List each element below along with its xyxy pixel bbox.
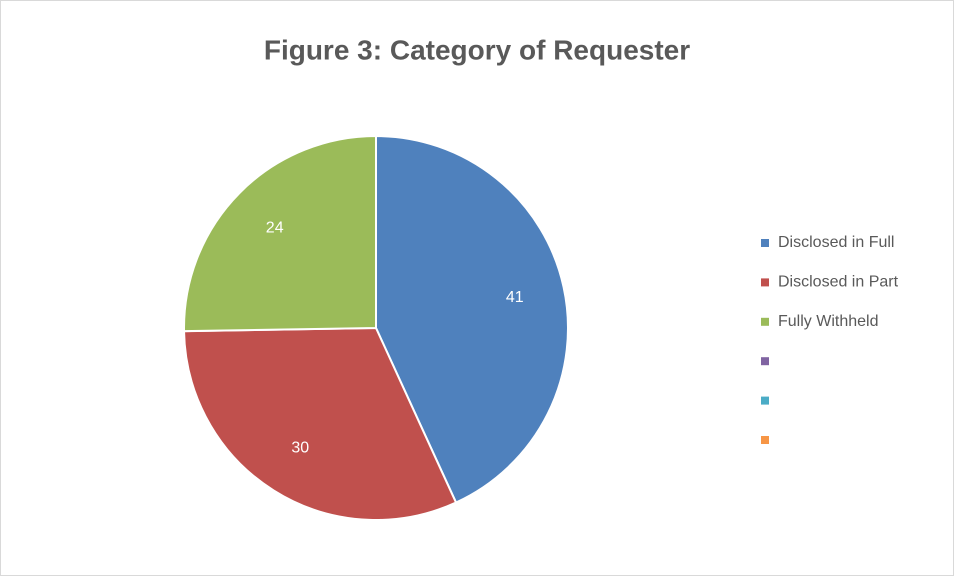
data-label: 30 xyxy=(291,439,309,456)
pie-slice xyxy=(183,134,377,333)
legend-label: Disclosed in Part xyxy=(778,274,899,291)
chart-title: Figure 3: Category of Requester xyxy=(264,34,690,65)
legend-marker xyxy=(761,396,769,405)
legend-marker xyxy=(761,357,769,366)
data-label: 41 xyxy=(506,289,524,306)
legend-marker xyxy=(761,278,769,287)
pie-slice xyxy=(183,326,458,521)
legend-marker xyxy=(761,317,769,326)
pie-slice xyxy=(375,134,569,504)
legend-marker xyxy=(761,436,769,444)
legend-marker xyxy=(761,239,769,247)
legend-label: Disclosed in Full xyxy=(778,234,894,251)
data-label: 24 xyxy=(266,220,284,237)
legend-label: Fully Withheld xyxy=(778,313,878,330)
